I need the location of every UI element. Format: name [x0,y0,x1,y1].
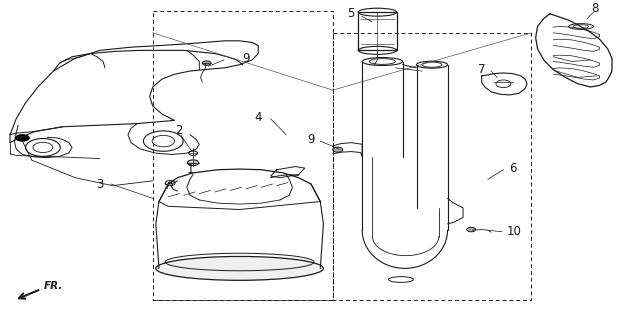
Text: 3: 3 [96,178,104,190]
Text: FR.: FR. [44,281,63,291]
Text: 6: 6 [509,162,516,175]
Text: 1: 1 [186,163,193,176]
Circle shape [187,160,198,165]
Ellipse shape [156,256,323,280]
Circle shape [333,147,343,152]
Circle shape [466,227,475,232]
Circle shape [169,182,172,184]
Text: 5: 5 [347,7,355,20]
Text: 9: 9 [242,52,249,65]
Text: 7: 7 [478,63,485,76]
Text: 2: 2 [175,124,183,137]
Circle shape [202,61,211,65]
Text: 9: 9 [307,133,315,146]
Circle shape [15,134,30,142]
Text: 8: 8 [592,3,599,15]
Text: 10: 10 [507,225,522,238]
Text: 4: 4 [254,111,261,124]
